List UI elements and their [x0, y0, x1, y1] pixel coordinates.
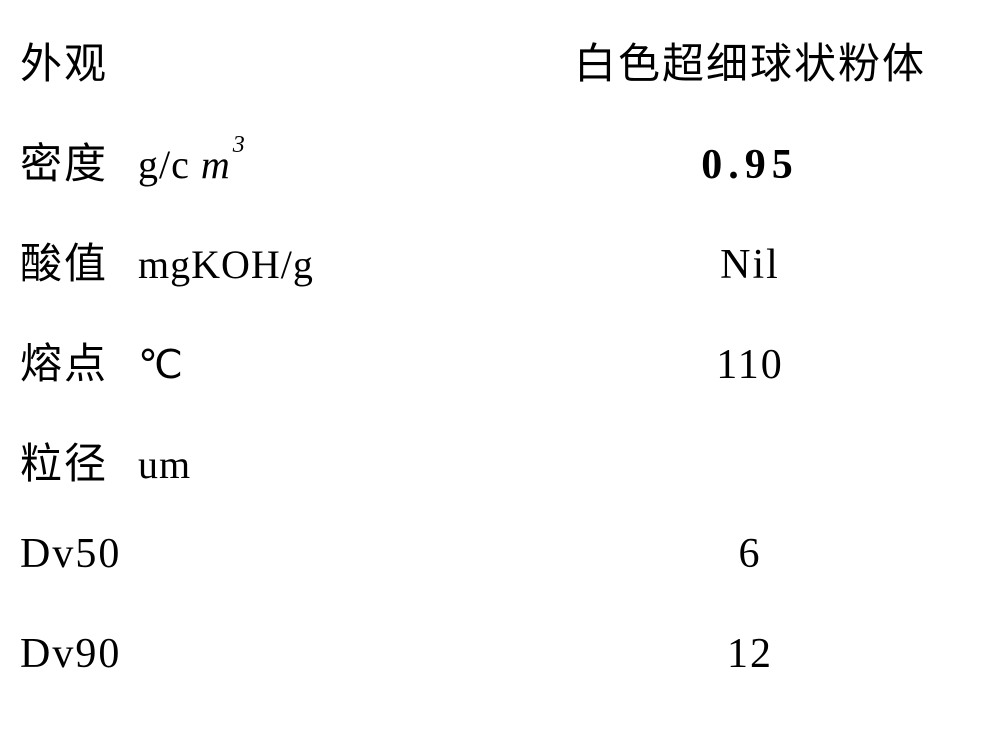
label-cell: Dv50 [20, 530, 520, 578]
property-unit: g/c m3 [138, 141, 246, 188]
value-cell: 110 [520, 341, 980, 389]
property-label: Dv50 [20, 530, 121, 578]
value-cell: 白色超细球状粉体 [520, 30, 980, 91]
label-cell: 外观 [20, 30, 520, 91]
property-value: 6 [739, 531, 762, 577]
property-unit: um [138, 441, 191, 488]
value-cell: 12 [520, 630, 980, 678]
value-cell: Nil [520, 241, 980, 289]
table-row: 密度 g/c m3 0.95 [20, 130, 980, 230]
property-label: 熔点 [20, 330, 108, 391]
property-value: Nil [720, 242, 780, 288]
property-value: 110 [716, 342, 783, 388]
property-unit: ℃ [138, 341, 184, 388]
value-cell: 6 [520, 530, 980, 578]
property-value: 0.95 [701, 142, 799, 188]
property-label: 酸值 [20, 230, 108, 291]
table-row: 外观 白色超细球状粉体 [20, 30, 980, 130]
label-cell: Dv90 [20, 630, 520, 678]
table-row: 粒径 um [20, 430, 980, 530]
property-value: 白色超细球状粉体 [574, 42, 926, 88]
property-label: 密度 [20, 130, 108, 191]
table-row: 酸值 mgKOH/g Nil [20, 230, 980, 330]
table-row: 熔点 ℃ 110 [20, 330, 980, 430]
table-row: Dv90 12 [20, 630, 980, 730]
properties-table: 外观 白色超细球状粉体 密度 g/c m3 0.95 酸值 mgKOH/g Ni… [20, 30, 980, 730]
label-cell: 酸值 mgKOH/g [20, 230, 520, 291]
value-cell: 0.95 [520, 141, 980, 189]
label-cell: 密度 g/c m3 [20, 130, 520, 191]
property-label: Dv90 [20, 630, 121, 678]
property-value: 12 [727, 631, 773, 677]
property-label: 外观 [20, 30, 108, 91]
label-cell: 粒径 um [20, 430, 520, 491]
property-unit: mgKOH/g [138, 241, 314, 288]
property-label: 粒径 [20, 430, 108, 491]
label-cell: 熔点 ℃ [20, 330, 520, 391]
table-row: Dv50 6 [20, 530, 980, 630]
